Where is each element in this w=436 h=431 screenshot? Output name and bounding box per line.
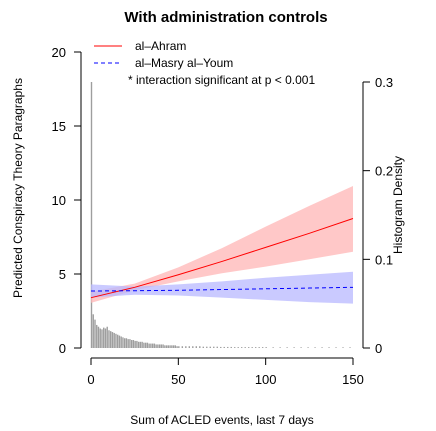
x-tick-label: 50 (171, 372, 185, 387)
y2-tick-label: 0.3 (375, 75, 393, 90)
y-tick-label: 10 (52, 193, 66, 208)
x-axis-label: Sum of ACLED events, last 7 days (130, 413, 313, 427)
x-tick-label: 100 (255, 372, 277, 387)
y-tick-label: 15 (52, 119, 66, 134)
y-tick-label: 20 (52, 45, 66, 60)
y-tick-label: 5 (59, 267, 66, 282)
confidence-band-series-1 (91, 271, 353, 304)
legend-label-al-masry-al-youm: al–Masry al–Youm (135, 56, 233, 70)
series-line-1 (90, 286, 354, 292)
histogram (90, 82, 351, 348)
y-axis-label: Predicted Conspiracy Theory Paragraphs (11, 78, 25, 298)
legend-label-al-ahram: al–Ahram (135, 39, 186, 53)
y-tick-label: 0 (59, 341, 66, 356)
significance-annotation: * interaction significant at p < 0.001 (128, 73, 315, 87)
y2-axis-label: Histogram Density (391, 156, 405, 254)
legend: al–Ahram al–Masry al–Youm * interaction … (94, 39, 315, 87)
y2-tick-label: 0 (375, 341, 382, 356)
series-line-0 (90, 218, 354, 299)
y2-tick-label: 0.1 (375, 252, 393, 267)
x-tick-label: 0 (87, 372, 94, 387)
y2-tick-label: 0.2 (375, 164, 393, 179)
series-lines (90, 218, 354, 299)
chart-title: With administration controls (124, 9, 327, 26)
x-tick-label: 150 (342, 372, 364, 387)
axes: 0 5 10 15 20 0 50 100 150 0 0.1 0.2 0.3 (52, 45, 394, 387)
